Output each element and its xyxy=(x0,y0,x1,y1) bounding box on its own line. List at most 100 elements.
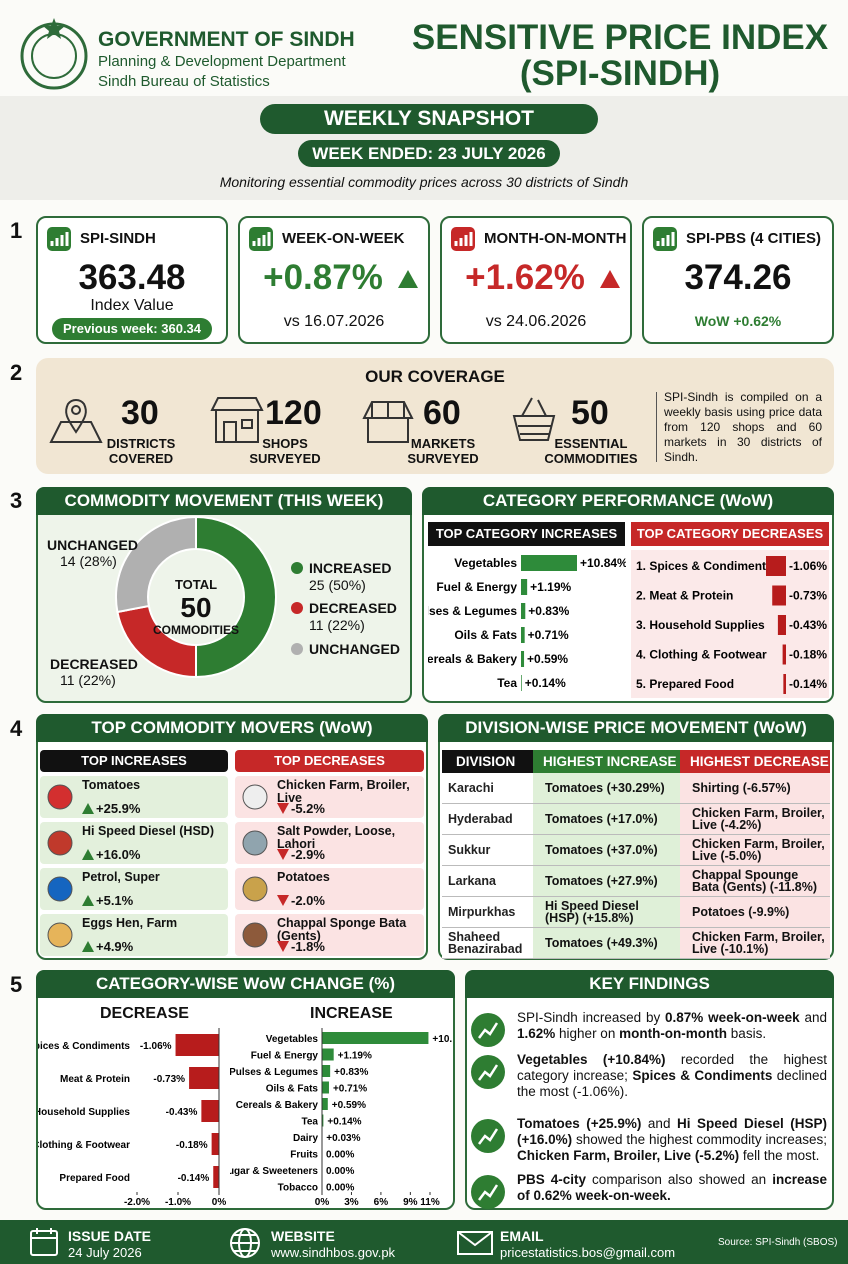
bar xyxy=(521,627,525,643)
increase-bars: Vegetables +10.84% Fuel & Energy +1.19% Puls… xyxy=(428,555,626,691)
finding-segment: recorded the highest category increase; xyxy=(517,1052,828,1083)
kpi-sub: vs 24.06.2026 xyxy=(485,313,587,330)
arrow xyxy=(82,849,94,860)
finding-segment: comparison also showed an xyxy=(586,1172,773,1187)
x-tick-label: -1.0% xyxy=(165,1197,191,1208)
category-label: Tea xyxy=(302,1117,319,1128)
category-label: Fuel & Energy xyxy=(251,1051,319,1062)
finding-segment: SPI-Sindh increased by xyxy=(517,1010,666,1025)
bar xyxy=(777,615,786,635)
table-cell: Sukkur xyxy=(442,835,533,866)
kpi-title: MONTH-ON-MONTH xyxy=(484,230,627,247)
x-tick-label: 9% xyxy=(403,1197,418,1208)
category-label: Dairy xyxy=(293,1133,318,1144)
divider xyxy=(656,392,657,462)
findings-title: KEY FINDINGS xyxy=(465,970,834,998)
category-label: Fuel & Energy xyxy=(436,580,517,594)
kpi-icon xyxy=(451,227,475,251)
value-label: +0.71% xyxy=(528,628,569,642)
kpi-value: 374.26 xyxy=(684,258,792,297)
finding-segment: Chicken Farm, Broiler, Live (-5.2%) xyxy=(517,1148,740,1163)
arrow xyxy=(277,941,289,952)
mover-change: +5.1% xyxy=(96,893,134,908)
donut-segment xyxy=(195,515,277,679)
arrow xyxy=(398,270,418,288)
table-cell: Tomatoes (+30.29%) xyxy=(533,773,680,804)
icon xyxy=(478,1064,499,1081)
finding-text: PBS 4-city comparison also showed an inc… xyxy=(517,1172,827,1204)
mover-change: +4.9% xyxy=(96,939,134,954)
table-cell: Tomatoes (+17.0%) xyxy=(533,804,680,835)
snapshot-label: WEEKLY SNAPSHOT xyxy=(260,104,598,134)
subtitle: (SPI-SINDH) xyxy=(519,54,721,93)
bar xyxy=(521,579,528,595)
movers-decreases-title: TOP DECREASES xyxy=(235,750,424,772)
legend-value: 25 (50%) xyxy=(309,577,366,593)
website-label: WEBSITE xyxy=(271,1228,335,1244)
panel-subtitle: INCREASE xyxy=(310,1005,393,1022)
coverage-panel xyxy=(36,358,834,474)
legend-label: INCREASED xyxy=(309,560,392,576)
category-label: Spices & Condiments xyxy=(38,1041,130,1052)
x-tick-label: -2.0% xyxy=(124,1197,150,1208)
arrow xyxy=(277,803,289,814)
icon xyxy=(242,784,268,810)
icon xyxy=(478,1184,499,1201)
legend-swatch xyxy=(291,562,303,574)
table-cell: Chappal Spounge Bata (Gents) (-11.8%) xyxy=(680,866,830,897)
icon xyxy=(47,922,73,948)
icon xyxy=(47,876,73,902)
icon xyxy=(47,784,73,810)
email-label: EMAIL xyxy=(500,1228,544,1244)
x-tick-label: 0% xyxy=(315,1197,330,1208)
mover-arrow xyxy=(277,941,289,952)
coverage-label: ESSENTIAL COMMODITIES xyxy=(544,436,638,466)
legend-swatch xyxy=(291,602,303,614)
icon xyxy=(47,830,73,856)
category-label: Pulses & Legumes xyxy=(230,1067,318,1078)
icon-bg xyxy=(471,1175,505,1209)
week-label: WEEK ENDED: 23 JULY 2026 xyxy=(298,140,560,167)
bar xyxy=(772,585,786,606)
value-label: -0.73% xyxy=(789,589,827,603)
mover-name: Salt Powder, Loose, Lahori xyxy=(277,824,396,851)
bar xyxy=(322,1065,331,1077)
icon xyxy=(242,876,268,902)
bar xyxy=(782,644,786,665)
section-number: 3 xyxy=(10,488,23,513)
table-cell: Chicken Farm, Broiler, Live (-10.1%) xyxy=(680,928,830,959)
category-label: Pulses & Legumes xyxy=(428,604,517,618)
value-label: +0.71% xyxy=(333,1084,367,1095)
legend-swatch xyxy=(291,643,303,655)
section-number: 5 xyxy=(10,972,23,997)
value-label: -0.14% xyxy=(178,1173,210,1184)
bureau: Sindh Bureau of Statistics xyxy=(98,73,270,90)
bar xyxy=(521,603,526,619)
table-header: DIVISION xyxy=(442,750,533,773)
legend-label: UNCHANGED xyxy=(309,641,400,657)
value-label: +1.19% xyxy=(530,580,571,594)
bar xyxy=(521,555,577,571)
category-label: Fruits xyxy=(290,1150,318,1161)
wow-panel xyxy=(36,970,455,1210)
finding-segment: 1.62% xyxy=(517,1026,556,1041)
bar xyxy=(322,1032,429,1044)
legend-dot xyxy=(291,643,303,655)
issue-label: ISSUE DATE xyxy=(68,1228,151,1244)
category-label: Vegetables xyxy=(266,1034,319,1045)
coverage-value: 120 xyxy=(265,394,322,432)
value-label: -0.18% xyxy=(789,648,827,662)
icon-bg xyxy=(471,1013,505,1047)
bar xyxy=(213,1166,219,1188)
bar xyxy=(322,1081,329,1094)
kpi-arrow xyxy=(398,270,418,288)
mover-change: -2.9% xyxy=(291,847,325,862)
value-label: +0.83% xyxy=(334,1067,368,1078)
kpi-title: SPI-PBS (4 CITIES) xyxy=(686,230,822,247)
table-cell: Tomatoes (+27.9%) xyxy=(533,866,680,897)
finding-segment: Vegetables (+10.84%) xyxy=(517,1052,666,1067)
coverage-label: SHOPS SURVEYED xyxy=(249,436,321,466)
bar xyxy=(322,1048,334,1061)
footer xyxy=(0,1220,848,1264)
